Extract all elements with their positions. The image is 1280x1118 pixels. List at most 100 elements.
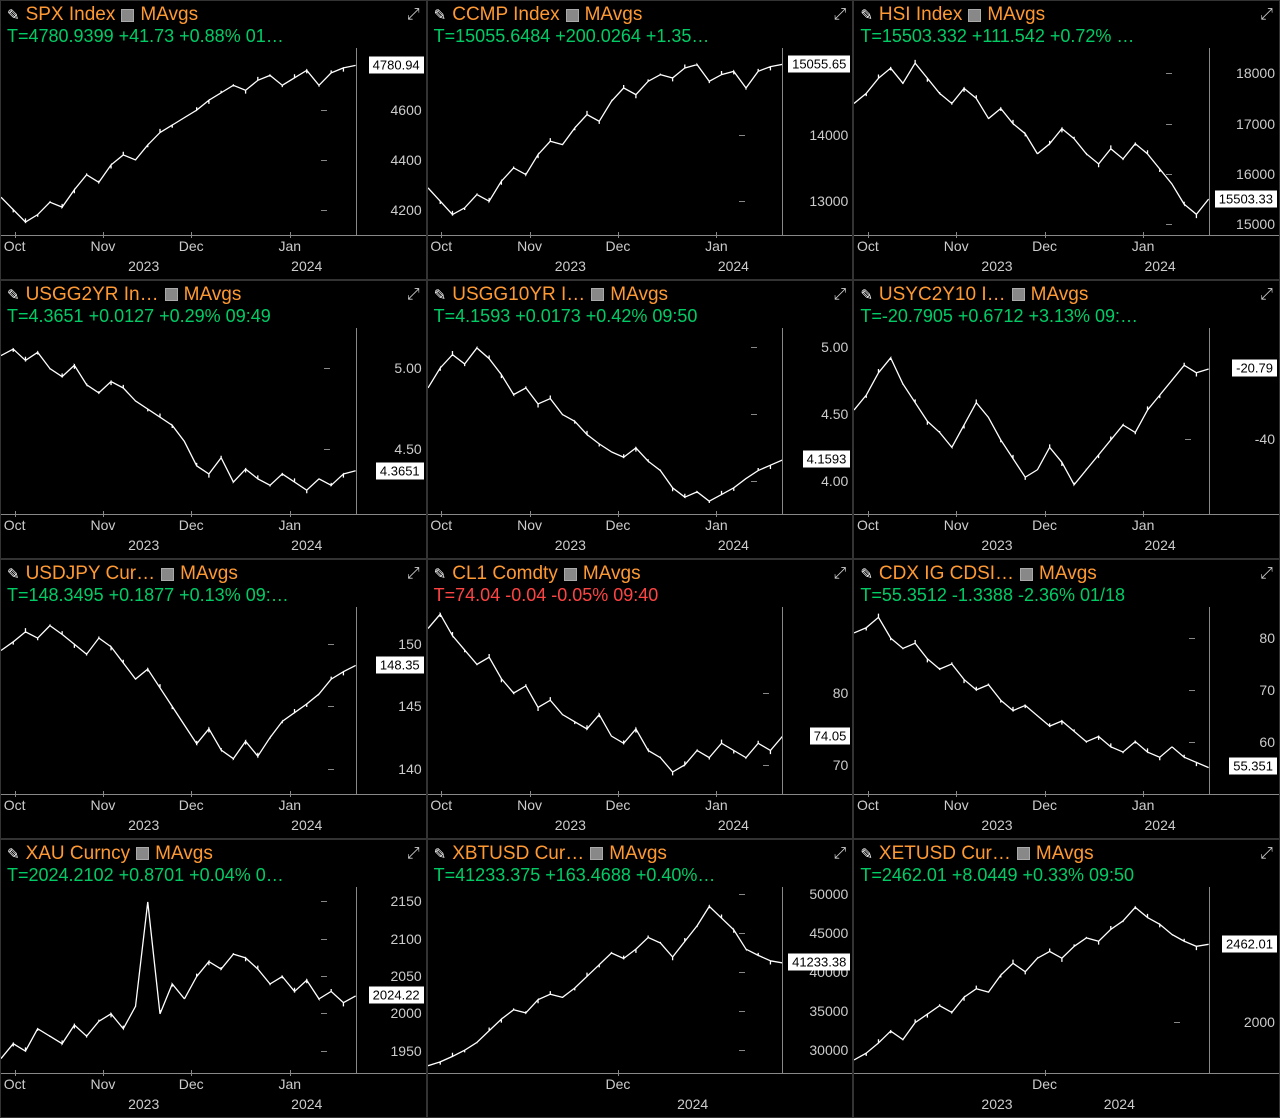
quote-row: T=4.1593 +0.0173 +0.42% 09:50 (434, 306, 847, 327)
expand-icon[interactable]: ⤢ (1260, 286, 1273, 304)
mavgs-checkbox-icon[interactable] (165, 288, 178, 301)
panel-header: ✎HSI IndexMAvgs⤢T=15503.332 +111.542 +0.… (854, 1, 1279, 48)
panel-header: ✎CL1 ComdtyMAvgs⤢T=74.04 -0.04 -0.05% 09… (428, 560, 853, 607)
expand-icon[interactable]: ⤢ (834, 6, 847, 24)
edit-icon[interactable]: ✎ (7, 565, 20, 583)
expand-icon[interactable]: ⤢ (407, 286, 420, 304)
mavgs-label[interactable]: MAvgs (610, 284, 668, 306)
y-tick: 45000 (809, 925, 848, 941)
plot[interactable] (1, 607, 356, 794)
mavgs-label[interactable]: MAvgs (184, 284, 242, 306)
plot[interactable] (854, 328, 1209, 515)
expand-icon[interactable]: ⤢ (407, 845, 420, 863)
y-tick: 16000 (1236, 166, 1275, 182)
x-tick: Oct (4, 1076, 26, 1092)
mavgs-label[interactable]: MAvgs (140, 4, 198, 26)
instrument-title[interactable]: SPX Index (26, 4, 116, 26)
mavgs-label[interactable]: MAvgs (609, 843, 667, 865)
mavgs-checkbox-icon[interactable] (968, 9, 981, 22)
mavgs-label[interactable]: MAvgs (987, 4, 1045, 26)
x-tick: Nov (90, 797, 115, 813)
quote-row: T=2024.2102 +0.8701 +0.04% 0… (7, 865, 420, 886)
mavgs-label[interactable]: MAvgs (1031, 284, 1089, 306)
panel-header: ✎SPX IndexMAvgs⤢T=4780.9399 +41.73 +0.88… (1, 1, 426, 48)
instrument-title[interactable]: XBTUSD Cur… (452, 843, 584, 865)
x-year: 2023 (555, 537, 586, 553)
x-axis: Dec20232024 (854, 1073, 1279, 1117)
mavgs-checkbox-icon[interactable] (590, 847, 603, 860)
mavgs-label[interactable]: MAvgs (583, 563, 641, 585)
mavgs-checkbox-icon[interactable] (1012, 288, 1025, 301)
panel-xau: ✎ XAU Curncy MAvgs ⤢ T=2024.2102 +0.8701 +0.… (0, 839, 427, 1118)
plot[interactable] (1, 48, 356, 235)
edit-icon[interactable]: ✎ (434, 6, 447, 24)
expand-icon[interactable]: ⤢ (834, 845, 847, 863)
edit-icon[interactable]: ✎ (7, 286, 20, 304)
instrument-title[interactable]: USDJPY Cur… (26, 563, 156, 585)
edit-icon[interactable]: ✎ (434, 286, 447, 304)
expand-icon[interactable]: ⤢ (1260, 565, 1273, 583)
plot[interactable] (1, 328, 356, 515)
instrument-title[interactable]: XAU Curncy (26, 843, 131, 865)
plot[interactable] (1, 887, 356, 1074)
edit-icon[interactable]: ✎ (860, 286, 873, 304)
edit-icon[interactable]: ✎ (860, 845, 873, 863)
instrument-title[interactable]: HSI Index (879, 4, 962, 26)
edit-icon[interactable]: ✎ (7, 6, 20, 24)
instrument-title[interactable]: USGG2YR In… (26, 284, 159, 306)
instrument-title[interactable]: XETUSD Cur… (879, 843, 1011, 865)
edit-icon[interactable]: ✎ (860, 565, 873, 583)
mavgs-label[interactable]: MAvgs (155, 843, 213, 865)
edit-icon[interactable]: ✎ (434, 845, 447, 863)
plot[interactable] (854, 887, 1209, 1074)
expand-icon[interactable]: ⤢ (407, 6, 420, 24)
y-tick: 145 (398, 698, 421, 714)
x-tick: Jan (1132, 238, 1155, 254)
x-tick: Dec (1032, 797, 1057, 813)
expand-icon[interactable]: ⤢ (834, 565, 847, 583)
plot[interactable] (854, 48, 1209, 235)
plot[interactable] (428, 48, 783, 235)
edit-icon[interactable]: ✎ (434, 565, 447, 583)
plot[interactable] (428, 607, 783, 794)
x-axis: OctNovDecJan20232024 (854, 794, 1279, 838)
mavgs-checkbox-icon[interactable] (564, 568, 577, 581)
panel-hsi: ✎HSI IndexMAvgs⤢T=15503.332 +111.542 +0.… (853, 0, 1280, 280)
plot[interactable] (854, 607, 1209, 794)
y-tick: 60 (1259, 734, 1275, 750)
instrument-title[interactable]: CDX IG CDSI… (879, 563, 1014, 585)
plot[interactable] (428, 887, 783, 1074)
mavgs-checkbox-icon[interactable] (136, 847, 149, 860)
y-tick: 1950 (391, 1043, 422, 1059)
mavgs-checkbox-icon[interactable] (161, 568, 174, 581)
x-tick: Jan (705, 517, 728, 533)
instrument-title[interactable]: CL1 Comdty (452, 563, 558, 585)
mavgs-checkbox-icon[interactable] (591, 288, 604, 301)
instrument-title[interactable]: CCMP Index (452, 4, 559, 26)
x-year: 2023 (555, 258, 586, 274)
mavgs-label[interactable]: MAvgs (180, 563, 238, 585)
plot[interactable] (428, 328, 783, 515)
quote-row: T=41233.375 +163.4688 +0.40%… (434, 865, 847, 886)
y-axis: 20002462.01 (1209, 887, 1279, 1074)
mavgs-label[interactable]: MAvgs (1039, 563, 1097, 585)
mavgs-checkbox-icon[interactable] (1020, 568, 1033, 581)
edit-icon[interactable]: ✎ (860, 6, 873, 24)
edit-icon[interactable]: ✎ (7, 845, 20, 863)
expand-icon[interactable]: ⤢ (407, 565, 420, 583)
expand-icon[interactable]: ⤢ (1260, 845, 1273, 863)
panel-xet: ✎XETUSD Cur…MAvgs⤢T=2462.01 +8.0449 +0.3… (853, 839, 1280, 1118)
mavgs-label[interactable]: MAvgs (585, 4, 643, 26)
mavgs-label[interactable]: MAvgs (1036, 843, 1094, 865)
y-axis: 300003500040000450005000041233.38 (782, 887, 852, 1074)
instrument-title[interactable]: USYC2Y10 I… (879, 284, 1006, 306)
chart-area: 20002462.01 (854, 887, 1279, 1074)
expand-icon[interactable]: ⤢ (834, 286, 847, 304)
expand-icon[interactable]: ⤢ (1260, 6, 1273, 24)
mavgs-checkbox-icon[interactable] (1017, 847, 1030, 860)
mavgs-checkbox-icon[interactable] (121, 9, 134, 22)
y-tick: 4200 (391, 202, 422, 218)
instrument-title[interactable]: USGG10YR I… (452, 284, 585, 306)
mavgs-checkbox-icon[interactable] (566, 9, 579, 22)
y-tick: 4400 (391, 152, 422, 168)
